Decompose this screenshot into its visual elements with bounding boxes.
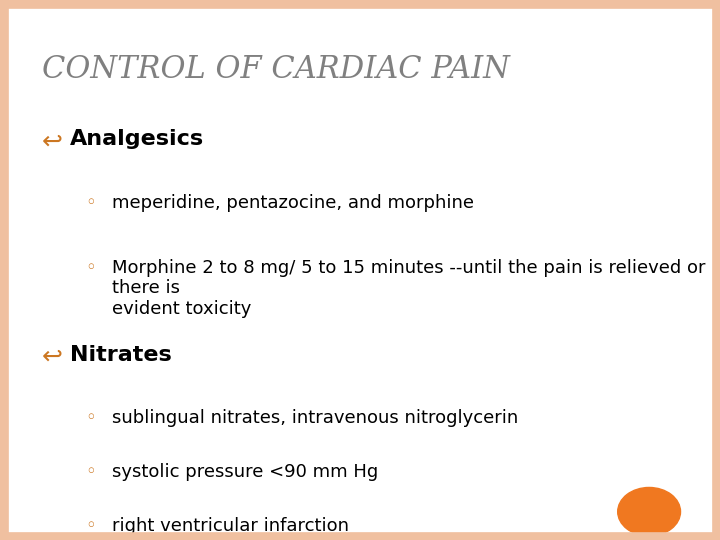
Text: sublingual nitrates, intravenous nitroglycerin: sublingual nitrates, intravenous nitrogl… [112, 409, 518, 427]
Text: ◦: ◦ [86, 463, 96, 481]
Text: meperidine, pentazocine, and morphine: meperidine, pentazocine, and morphine [112, 194, 474, 212]
Text: ↩: ↩ [42, 345, 63, 369]
Text: Nitrates: Nitrates [70, 345, 171, 364]
Text: right ventricular infarction: right ventricular infarction [112, 517, 348, 535]
Text: ◦: ◦ [86, 259, 96, 276]
Circle shape [618, 488, 680, 536]
Text: Analgesics: Analgesics [70, 129, 204, 149]
Text: ↩: ↩ [42, 129, 63, 153]
Text: ◦: ◦ [86, 517, 96, 535]
Text: Morphine 2 to 8 mg/ 5 to 15 minutes --until the pain is relieved or there is
evi: Morphine 2 to 8 mg/ 5 to 15 minutes --un… [112, 259, 705, 318]
Text: ◦: ◦ [86, 194, 96, 212]
Text: ◦: ◦ [86, 409, 96, 427]
Text: CONTROL OF CARDIAC PAIN: CONTROL OF CARDIAC PAIN [42, 54, 510, 85]
Text: systolic pressure <90 mm Hg: systolic pressure <90 mm Hg [112, 463, 378, 481]
